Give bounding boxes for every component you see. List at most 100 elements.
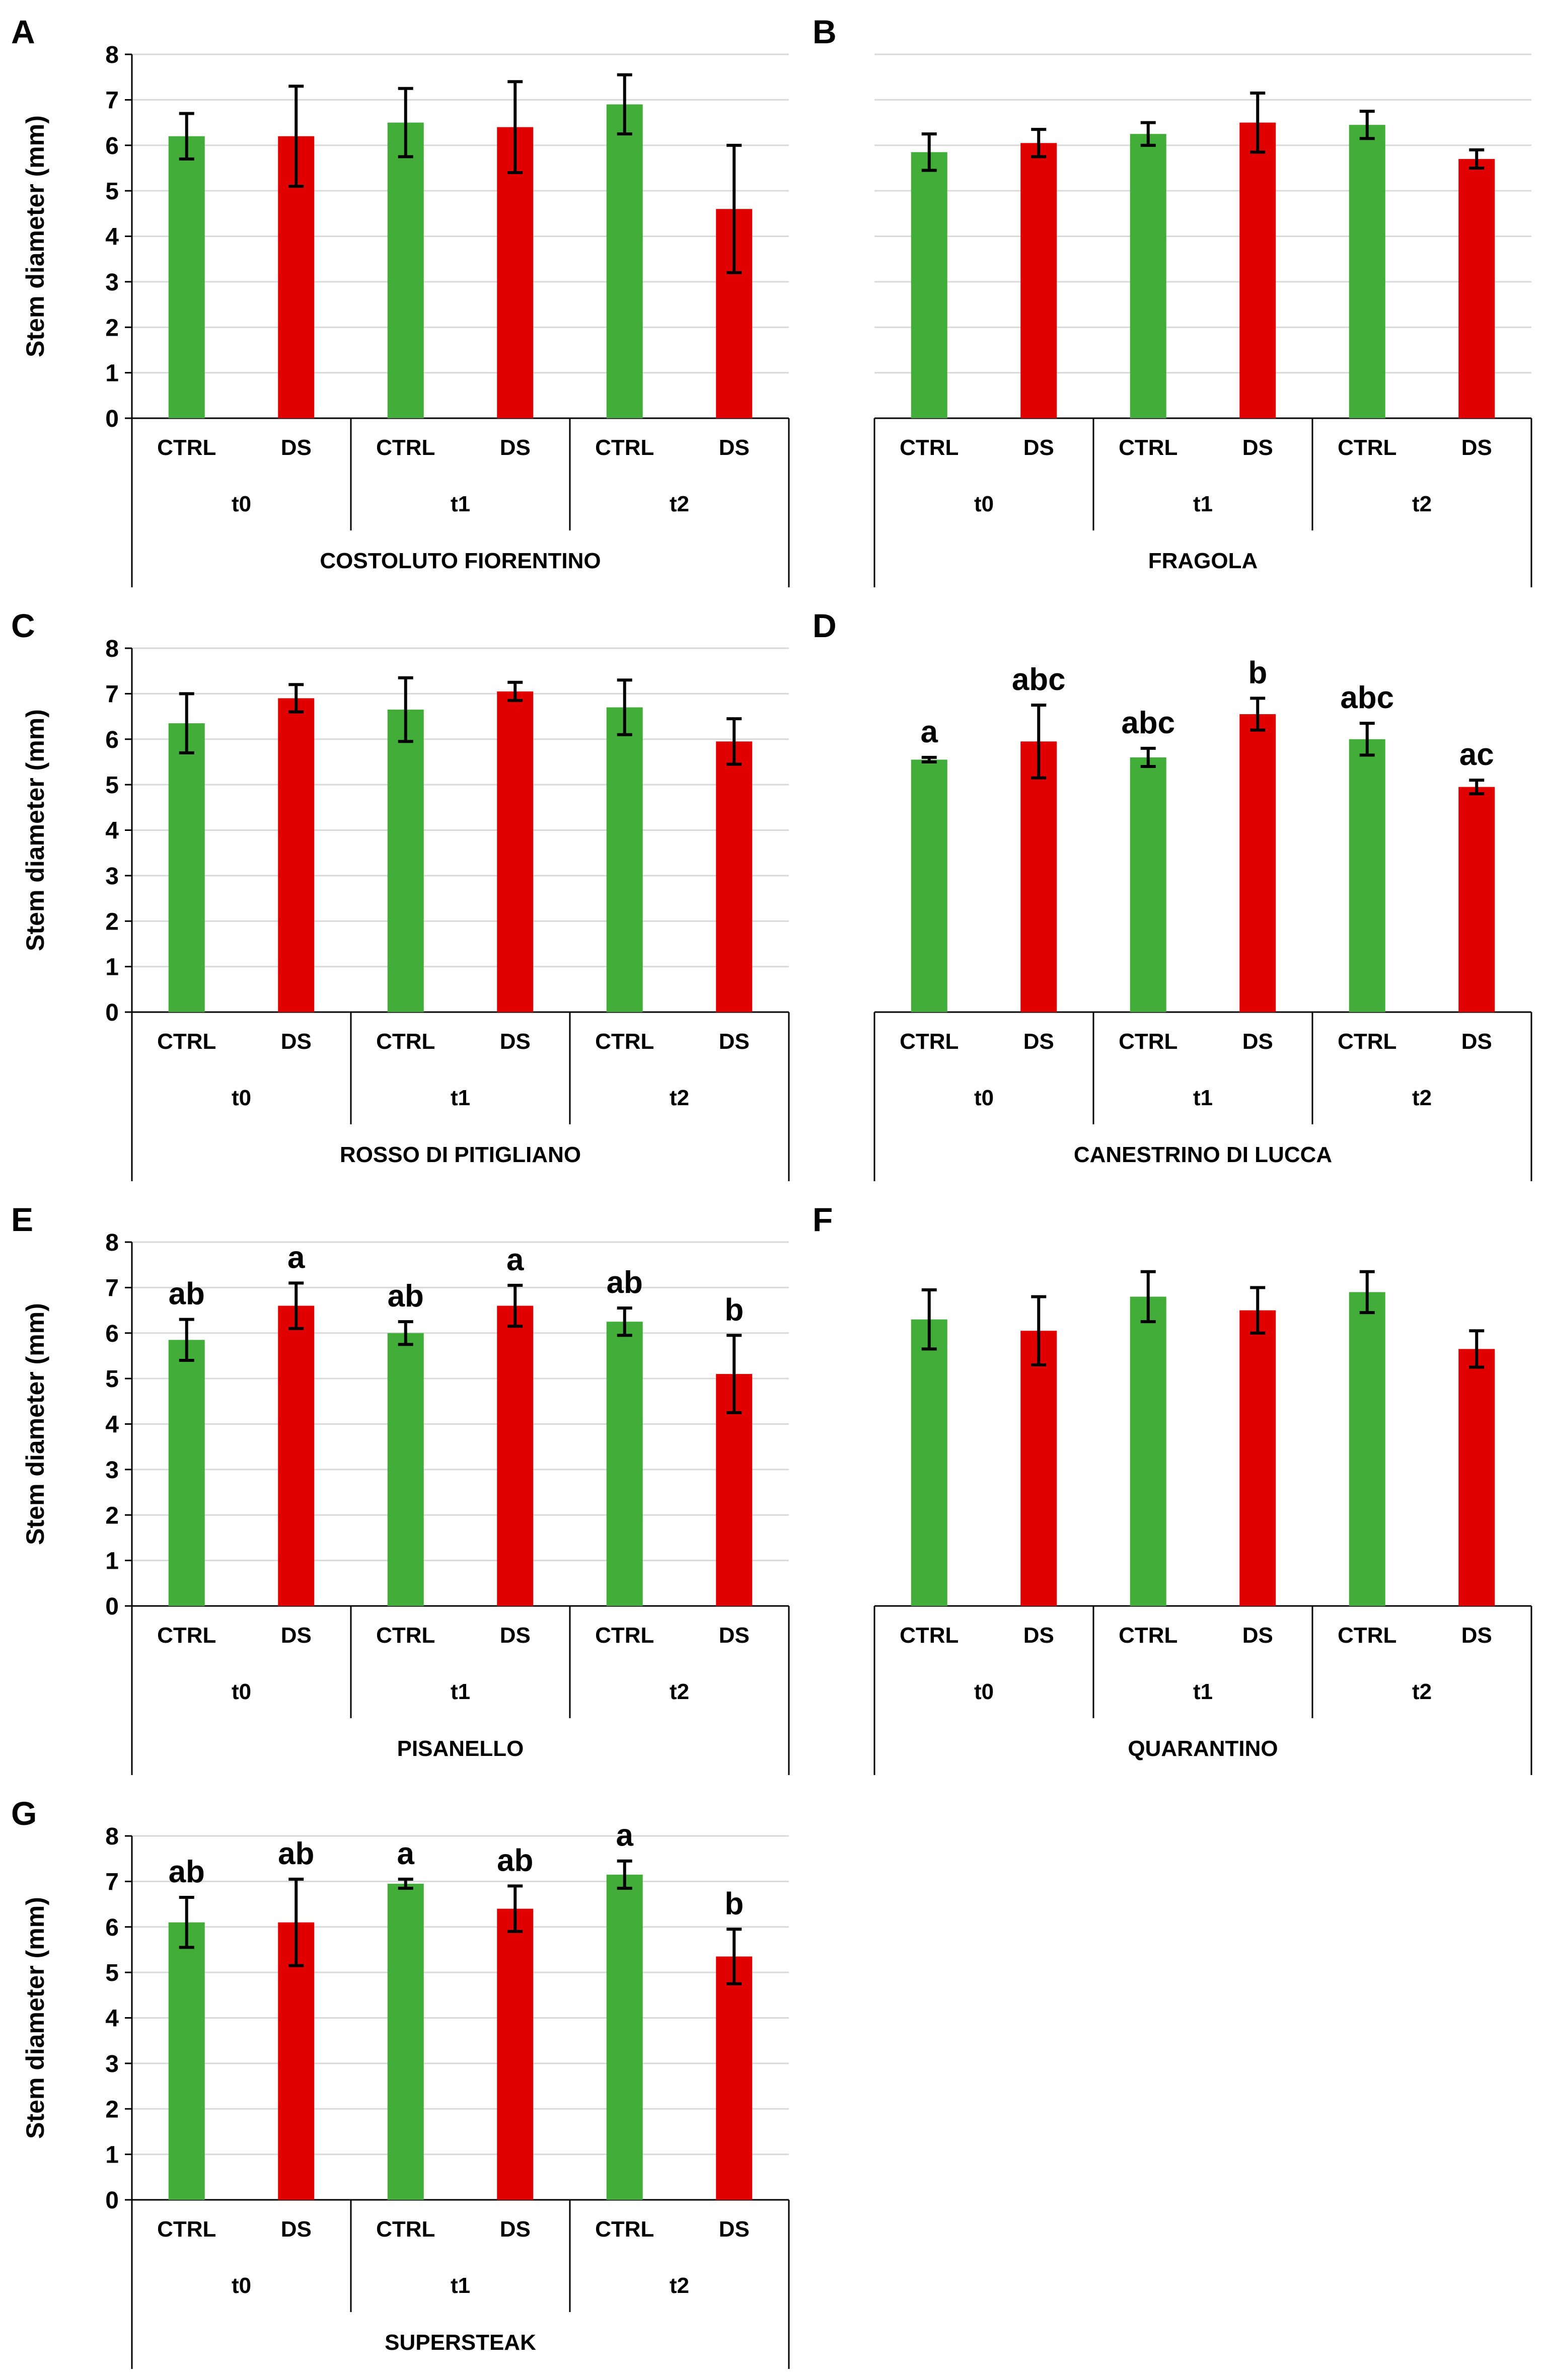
chart-panel-c: C 0 1 2 3 4 5 6 7 8 Stem diameter (mm) CTRL DS CTRL DS… (11, 607, 790, 1181)
significance-label: ab (278, 1836, 314, 1871)
y-tick-label: 2 (105, 315, 119, 341)
significance-label: a (616, 1818, 634, 1853)
category-label: DS (719, 2217, 750, 2242)
bar-ds-t0 (278, 1306, 315, 1606)
bar-ctrl-t1 (387, 122, 424, 418)
category-label: DS (1242, 1623, 1273, 1648)
y-tick-label: 6 (105, 1321, 119, 1347)
bar-ds-t1 (497, 691, 534, 1012)
significance-label: b (724, 1292, 744, 1327)
y-tick-label: 6 (105, 727, 119, 753)
category-label: CTRL (1338, 1623, 1396, 1648)
y-tick-label: 5 (105, 178, 119, 205)
y-tick-label: 0 (105, 1000, 119, 1026)
panel-letter-e: E (11, 1201, 33, 1238)
y-tick-label: 4 (105, 818, 119, 844)
category-label: CTRL (1119, 1623, 1177, 1648)
chart-panel-b: B CTRL DS CTRL DS CTRL DS t0 t1 t2 FRAGOLA (813, 13, 1532, 587)
bar-ds-t2 (1458, 1349, 1495, 1606)
cultivar-title: CANESTRINO DI LUCCA (1074, 1142, 1332, 1167)
bar-ds-t1 (1239, 1310, 1276, 1606)
chart-panel-d: Da CTRL abc DS abc CTRL b DS abc CTRL ac DS t0 t1 t2 CA… (813, 607, 1532, 1181)
cultivar-title: SUPERSTEAK (385, 2330, 536, 2355)
cultivar-title: QUARANTINO (1128, 1736, 1278, 1761)
y-axis-title: Stem diameter (mm) (21, 1303, 49, 1545)
y-tick-label: 3 (105, 269, 119, 296)
category-label: DS (281, 435, 312, 460)
category-label: CTRL (595, 1029, 654, 1054)
timepoint-label: t1 (451, 492, 470, 516)
bar-ctrl-t1 (1130, 134, 1166, 418)
cultivar-title: FRAGOLA (1148, 549, 1258, 573)
timepoint-label: t2 (670, 1679, 689, 1704)
timepoint-label: t1 (451, 1086, 470, 1110)
cultivar-title: COSTOLUTO FIORENTINO (320, 549, 601, 573)
y-tick-label: 5 (105, 1960, 119, 1986)
y-tick-label: 5 (105, 772, 119, 799)
category-label: CTRL (157, 435, 216, 460)
timepoint-label: t0 (974, 1679, 994, 1704)
y-tick-label: 0 (105, 1593, 119, 1620)
timepoint-label: t2 (670, 2273, 689, 2298)
bar-ds-t1 (1239, 122, 1276, 418)
category-label: DS (719, 1623, 750, 1648)
category-label: CTRL (376, 435, 435, 460)
y-tick-label: 3 (105, 1457, 119, 1484)
timepoint-label: t2 (1412, 492, 1432, 516)
y-tick-label: 7 (105, 1869, 119, 1895)
y-axis-title: Stem diameter (mm) (21, 1897, 49, 2139)
category-label: DS (719, 1029, 750, 1054)
significance-label: ac (1459, 737, 1494, 772)
y-tick-label: 1 (105, 360, 119, 387)
bar-ctrl-t0 (168, 136, 205, 418)
category-label: DS (500, 2217, 531, 2242)
y-tick-label: 1 (105, 2142, 119, 2169)
bar-ctrl-t1 (1130, 1296, 1166, 1606)
chart-panel-f: F CTRL DS CTRL DS CTRL DS t0 t1 t2 QUARANTINO (813, 1201, 1532, 1775)
category-label: DS (281, 1623, 312, 1648)
category-label: CTRL (900, 435, 959, 460)
y-tick-label: 7 (105, 1275, 119, 1301)
category-label: CTRL (376, 1623, 435, 1648)
cultivar-title: ROSSO DI PITIGLIANO (340, 1142, 581, 1167)
category-label: DS (281, 2217, 312, 2242)
timepoint-label: t0 (232, 2273, 251, 2298)
timepoint-label: t1 (451, 1679, 470, 1704)
significance-label: abc (1121, 706, 1175, 740)
category-label: CTRL (376, 1029, 435, 1054)
bar-ds-t2 (1458, 159, 1495, 418)
panel-letter-b: B (813, 13, 837, 50)
bar-ds-t2 (716, 741, 753, 1012)
significance-label: abc (1012, 662, 1066, 697)
category-label: CTRL (376, 2217, 435, 2242)
y-tick-label: 0 (105, 2187, 119, 2214)
significance-label: b (1248, 655, 1267, 690)
category-label: CTRL (1119, 435, 1177, 460)
y-tick-label: 4 (105, 2006, 119, 2032)
panel-letter-a: A (11, 13, 35, 50)
bar-ctrl-t0 (911, 759, 947, 1012)
timepoint-label: t0 (974, 1086, 994, 1110)
y-tick-label: 3 (105, 2051, 119, 2078)
y-tick-label: 8 (105, 1230, 119, 1256)
y-tick-label: 2 (105, 1502, 119, 1529)
timepoint-label: t2 (1412, 1086, 1432, 1110)
category-label: DS (1023, 1623, 1054, 1648)
category-label: DS (1461, 435, 1492, 460)
category-label: CTRL (900, 1029, 959, 1054)
significance-label: b (724, 1886, 744, 1921)
category-label: DS (1023, 435, 1054, 460)
bar-ctrl-t1 (1130, 757, 1166, 1012)
bar-ctrl-t1 (387, 1883, 424, 2200)
bar-ds-t0 (1020, 1331, 1057, 1606)
significance-label: a (287, 1240, 305, 1275)
bar-ds-t2 (1458, 787, 1495, 1012)
panel-letter-f: F (813, 1201, 833, 1238)
category-label: CTRL (157, 1029, 216, 1054)
timepoint-label: t1 (1193, 1086, 1213, 1110)
category-label: CTRL (1338, 1029, 1396, 1054)
timepoint-label: t0 (232, 492, 251, 516)
y-axis-title: Stem diameter (mm) (21, 115, 49, 357)
